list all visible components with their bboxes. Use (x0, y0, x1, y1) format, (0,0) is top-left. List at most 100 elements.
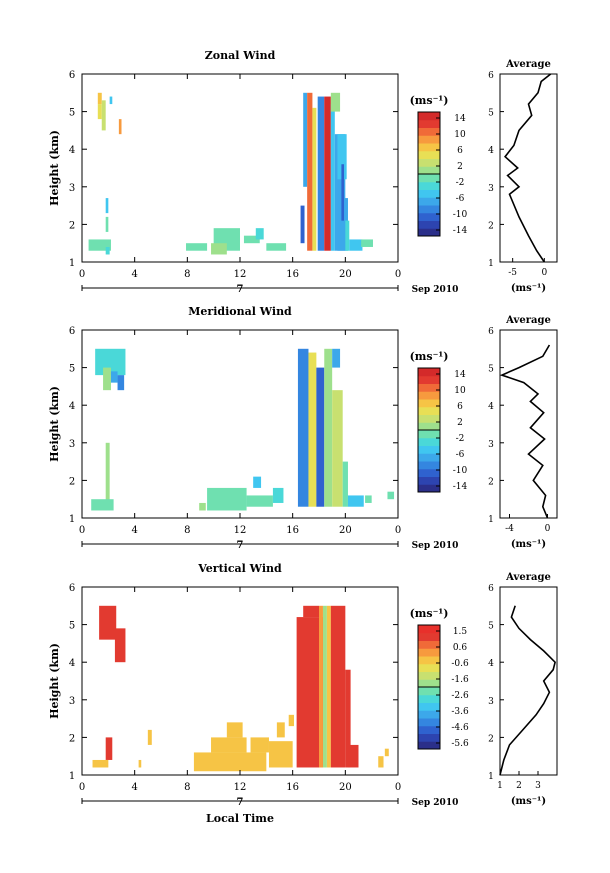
heatmap-cell (345, 669, 351, 768)
colorbar-tick-label: 1.5 (453, 627, 468, 637)
average-title: Average (505, 315, 551, 326)
colorbar-swatch (418, 197, 440, 206)
colorbar-swatch (418, 399, 440, 408)
heatmap-cell (288, 714, 294, 727)
y-axis-label: Height (km) (48, 643, 61, 719)
y-tick-label: 6 (69, 583, 75, 594)
heatmap-cell (303, 605, 319, 618)
colorbar-swatch (418, 437, 440, 446)
heatmap-cell (243, 235, 260, 244)
colorbar-tick-label: -2 (456, 434, 465, 444)
colorbar-tick-label: -2.6 (451, 691, 469, 701)
x-tick-label: 4 (131, 782, 137, 793)
colorbar-swatch (418, 648, 440, 657)
y-tick-label: 1 (69, 514, 75, 525)
colorbar-swatch (418, 671, 440, 680)
heatmap-cell (199, 502, 206, 511)
heatmap-cell (330, 605, 346, 768)
heatmap-cell (105, 442, 110, 503)
average-y-tick-label: 3 (488, 184, 494, 194)
colorbar-swatch (418, 143, 440, 152)
heatmap-cell (387, 491, 395, 500)
colorbar-tick-label: -5.6 (451, 739, 469, 749)
heatmap-cell (361, 239, 373, 247)
y-tick-label: 4 (69, 401, 75, 412)
average-y-tick-label: 3 (488, 697, 494, 707)
x-tick-label: 12 (234, 269, 247, 280)
colorbar-tick-label: -1.6 (451, 675, 469, 685)
x-tick-label: 20 (339, 782, 352, 793)
colorbar-swatch (418, 625, 440, 634)
colorbar-swatch (418, 710, 440, 719)
average-y-tick-label: 6 (488, 327, 494, 337)
average-y-tick-label: 1 (488, 259, 494, 269)
heatmap-cell (118, 119, 122, 135)
colorbar-swatch (418, 166, 440, 175)
heatmap-cell (109, 96, 113, 105)
x-tick-label: 8 (184, 269, 190, 280)
x-tick-label: 0 (395, 525, 401, 536)
colorbar-swatch (418, 476, 440, 485)
average-title: Average (505, 572, 551, 583)
colorbar-swatch (418, 687, 440, 696)
colorbar-swatch (418, 640, 440, 649)
colorbar-swatch (418, 127, 440, 136)
panel-title: Zonal Wind (205, 49, 276, 62)
heatmap-cell (92, 759, 109, 768)
colorbar-swatch (418, 220, 440, 229)
y-tick-label: 6 (69, 70, 75, 81)
heatmap-cell (105, 246, 110, 255)
colorbar-tick-label: -3.6 (451, 707, 469, 717)
colorbar-swatch (418, 694, 440, 703)
colorbar-swatch (418, 453, 440, 462)
heatmap-cell (207, 487, 247, 511)
heatmap-cell (276, 722, 285, 738)
average-y-tick-label: 5 (488, 365, 494, 375)
heatmap-cell (88, 239, 111, 251)
day-label: 7 (237, 797, 244, 808)
heatmap-cell (250, 737, 269, 753)
y-tick-label: 4 (69, 658, 75, 669)
heatmap-cell (378, 756, 384, 768)
day-label: 7 (237, 284, 244, 295)
heatmap-cell (332, 348, 341, 368)
colorbar-tick-label: 10 (454, 130, 466, 140)
colorbar-tick-label: 6 (457, 146, 463, 156)
colorbar-unit: (ms⁻¹) (410, 94, 449, 107)
y-tick-label: 4 (69, 145, 75, 156)
x-tick-label: 4 (131, 269, 137, 280)
average-y-tick-label: 4 (488, 146, 494, 156)
heatmap-cell (319, 605, 323, 768)
average-y-tick-label: 4 (488, 402, 494, 412)
average-y-tick-label: 6 (488, 71, 494, 81)
average-x-tick-label: 2 (516, 781, 522, 791)
y-axis-label: Height (km) (48, 130, 61, 206)
y-tick-label: 2 (69, 220, 75, 231)
heatmap-cell (105, 737, 113, 760)
heatmap-cell (103, 367, 111, 391)
average-y-tick-label: 3 (488, 440, 494, 450)
colorbar-swatch (418, 174, 440, 183)
heatmap-cell (307, 92, 313, 251)
colorbar-tick-label: -6 (456, 194, 465, 204)
heatmap-cell (226, 722, 243, 738)
colorbar-swatch (418, 189, 440, 198)
y-tick-label: 5 (69, 108, 75, 119)
colorbar-swatch (418, 383, 440, 392)
heatmap-cell (303, 92, 308, 187)
average-x-tick-label: 1 (497, 781, 503, 791)
colorbar-swatch (418, 422, 440, 431)
colorbar-swatch (418, 468, 440, 477)
average-y-tick-label: 5 (488, 622, 494, 632)
heatmap-cell (91, 499, 114, 511)
x-tick-label: 12 (234, 525, 247, 536)
y-tick-label: 3 (69, 183, 75, 194)
average-y-tick-label: 5 (488, 109, 494, 119)
average-profile-line (504, 73, 552, 263)
x-tick-label: 20 (339, 525, 352, 536)
date-label: Sep 2010 (412, 798, 459, 808)
heatmap-cell (334, 134, 346, 251)
colorbar-tick-label: -0.6 (451, 659, 469, 669)
heatmap-cell (255, 228, 264, 240)
heatmap-cell (324, 348, 333, 507)
